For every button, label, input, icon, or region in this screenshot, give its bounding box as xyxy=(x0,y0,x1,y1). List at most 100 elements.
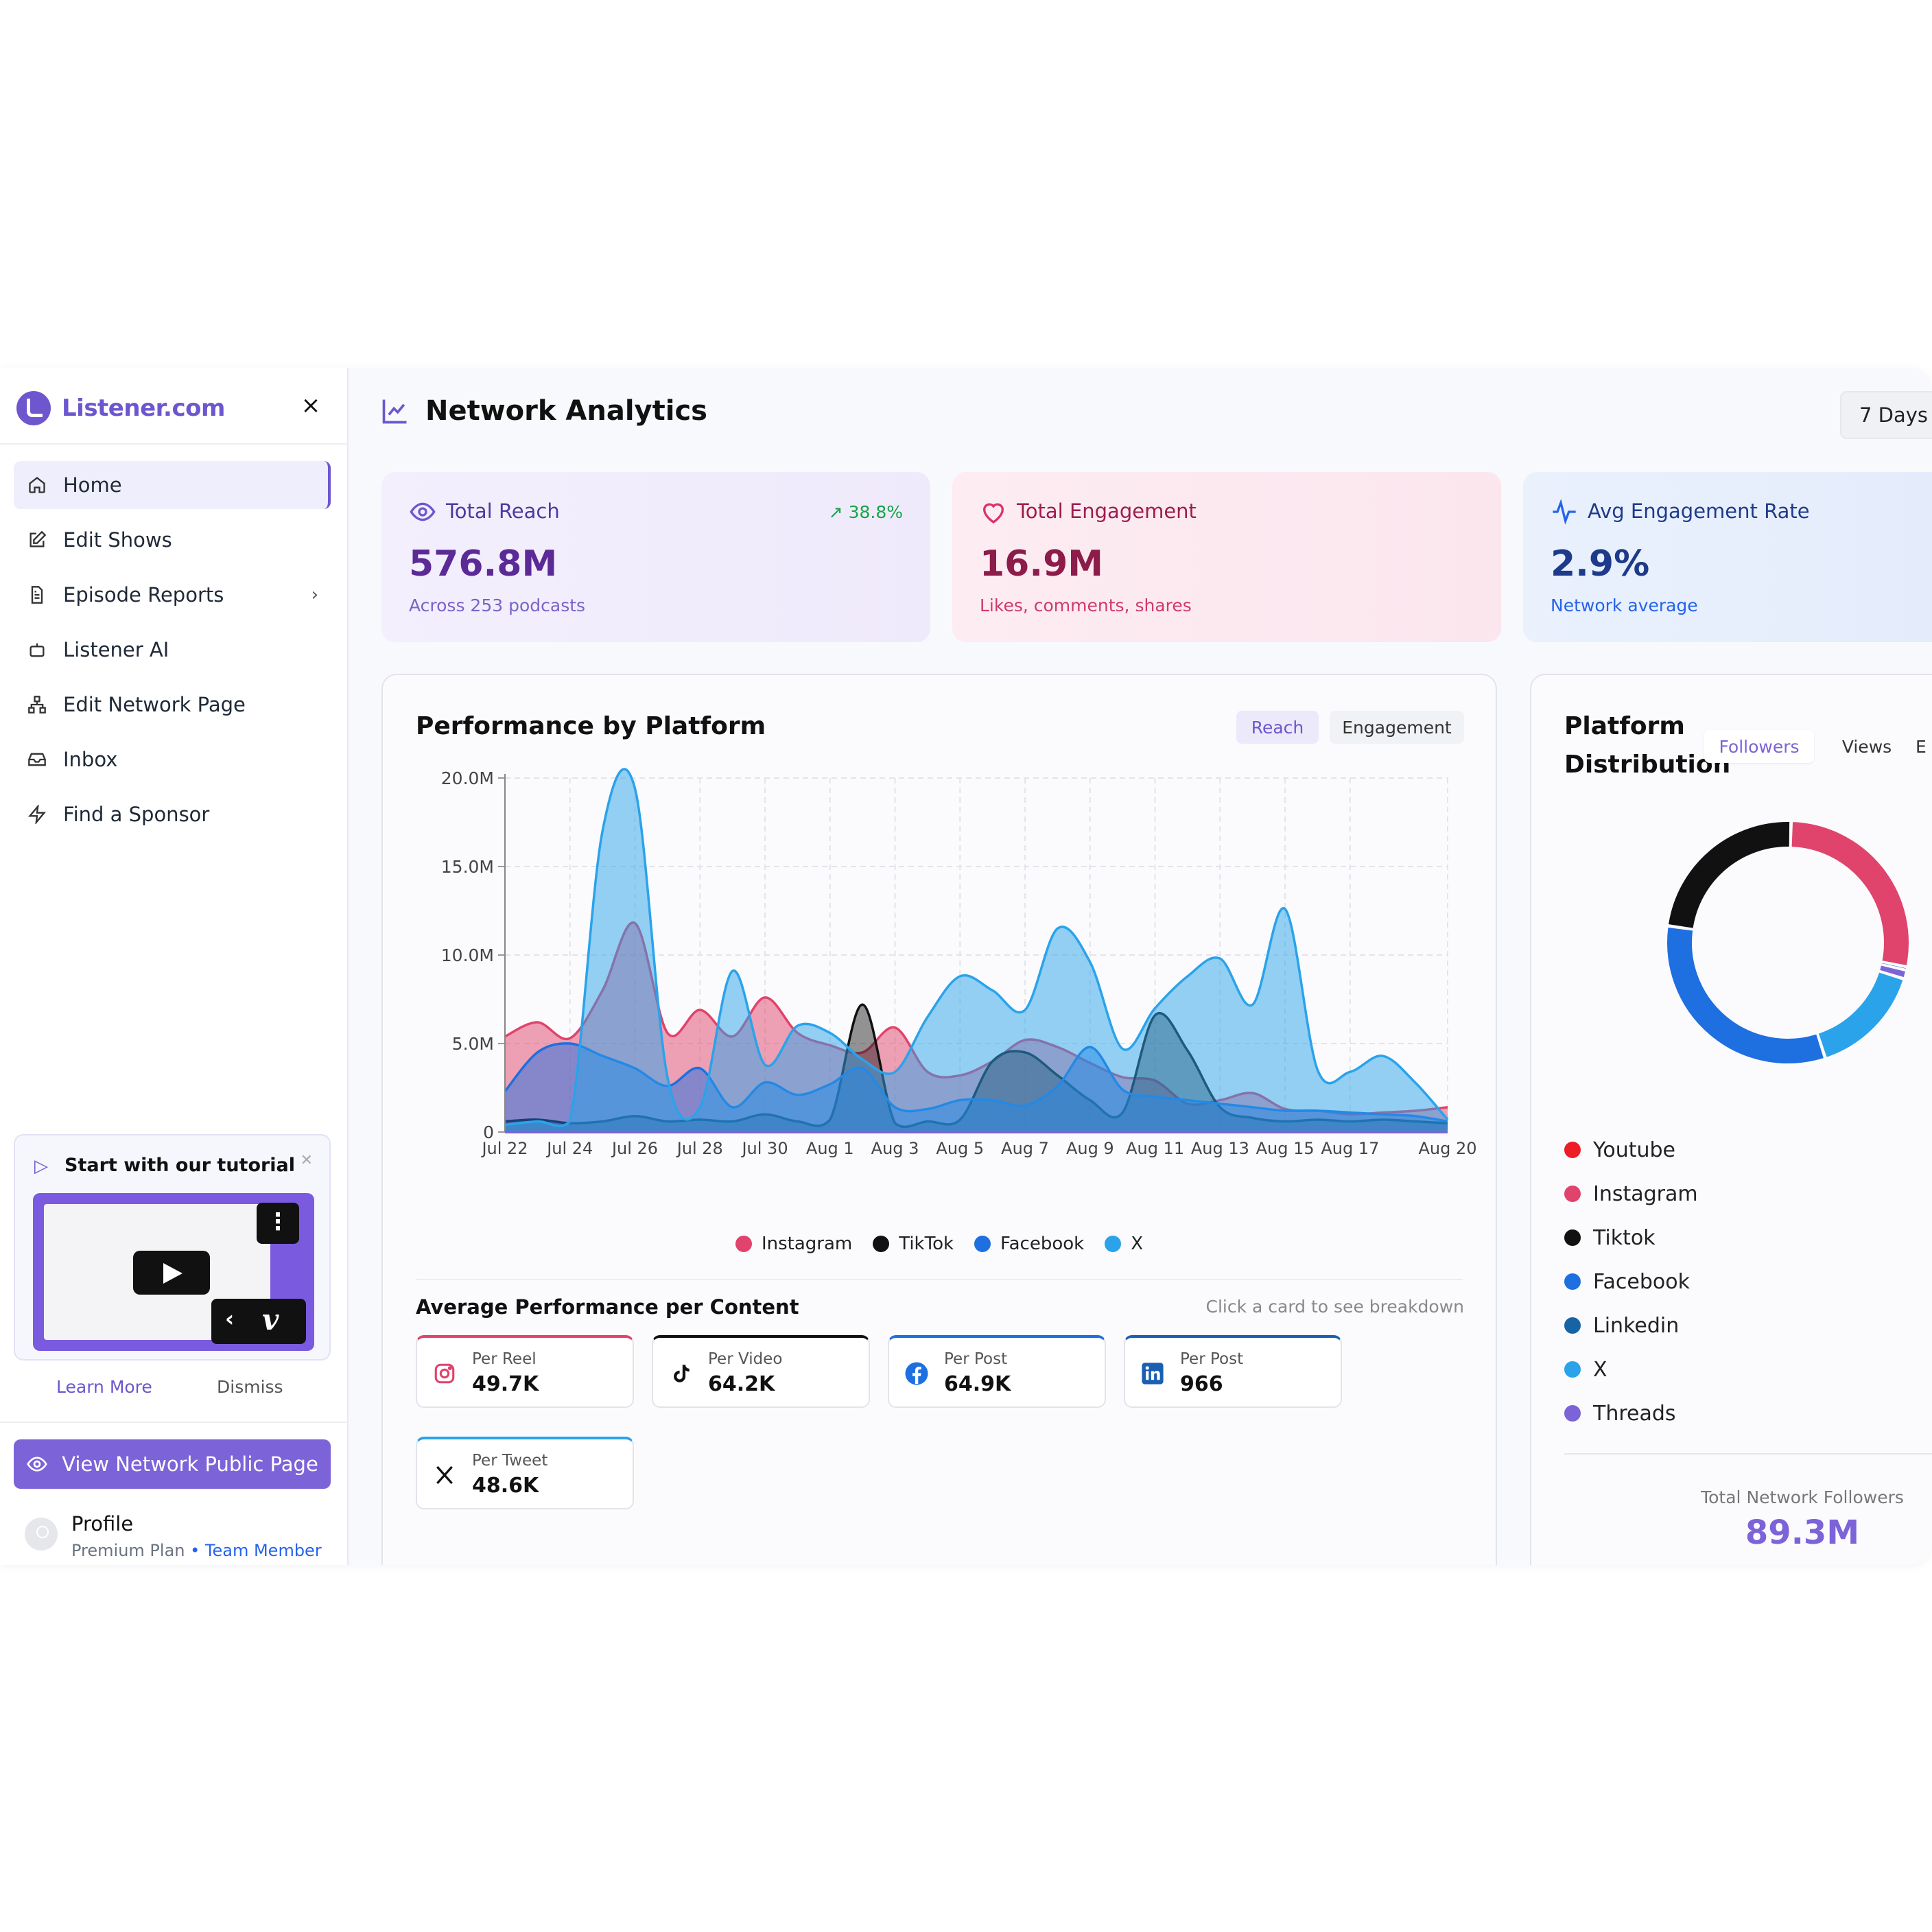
facebook-icon xyxy=(903,1360,930,1387)
sidebar-item-label: Episode Reports xyxy=(63,583,224,606)
tab-views[interactable]: Views xyxy=(1841,736,1892,757)
stat-sub: Network average xyxy=(1551,596,1698,615)
stat-card-avg-engagement-rate[interactable]: Avg Engagement Rate 2.9% Network average xyxy=(1523,472,1932,642)
donut-slice-instagram[interactable] xyxy=(1791,822,1909,965)
legend-dot xyxy=(1564,1142,1581,1158)
legend-item-facebook[interactable]: Facebook xyxy=(974,1234,1084,1254)
platform-distribution-card: Platform Distribution Followers Views E … xyxy=(1530,674,1932,1565)
date-range-select[interactable]: 7 Days xyxy=(1840,391,1932,439)
close-icon[interactable]: ✕ xyxy=(300,1152,313,1169)
avg-performance-hint: Click a card to see breakdown xyxy=(1205,1297,1464,1317)
content-card-per-post-linkedin[interactable]: Per Post 966 xyxy=(1124,1335,1342,1408)
trend-badge: ↗ 38.8% xyxy=(828,502,903,522)
x-tick-label: Aug 7 xyxy=(1001,1139,1049,1158)
legend-item-x[interactable]: X xyxy=(1105,1234,1143,1254)
home-icon xyxy=(26,474,48,496)
total-followers-label: Total Network Followers xyxy=(1701,1487,1904,1507)
tab-followers[interactable]: Followers xyxy=(1704,730,1814,763)
legend-item-linkedin[interactable]: Linkedin xyxy=(1564,1304,1698,1347)
view-network-public-page-button[interactable]: View Network Public Page xyxy=(14,1439,331,1489)
legend-label: Youtube xyxy=(1593,1138,1675,1162)
eye-icon xyxy=(409,498,436,528)
content-card-label: Per Reel xyxy=(472,1350,537,1368)
stat-card-total-reach[interactable]: Total Reach ↗ 38.8% 576.8M Across 253 po… xyxy=(381,472,930,642)
content-card-per-reel[interactable]: Per Reel 49.7K xyxy=(416,1335,634,1408)
sidebar-item-label: Edit Shows xyxy=(63,528,172,552)
legend-item-x[interactable]: X xyxy=(1564,1347,1698,1391)
dismiss-link[interactable]: Dismiss xyxy=(217,1377,283,1397)
sidebar-item-label: Listener AI xyxy=(63,638,169,661)
performance-card: Performance by Platform Reach Engagement… xyxy=(381,674,1497,1565)
brand[interactable]: Listener.com xyxy=(16,384,225,432)
sidebar-divider xyxy=(0,1422,349,1423)
legend-dot xyxy=(1105,1236,1122,1252)
sidebar-item-find-a-sponsor[interactable]: Find a Sponsor xyxy=(14,790,331,838)
x-tick-label: Aug 5 xyxy=(936,1139,984,1158)
stat-sub: Likes, comments, shares xyxy=(980,596,1192,615)
network-icon xyxy=(26,694,48,716)
distribution-title-line2: Distribution xyxy=(1564,751,1731,779)
more-options-icon[interactable]: ⋮ xyxy=(257,1203,299,1244)
sidebar-item-edit-shows[interactable]: Edit Shows xyxy=(14,516,331,564)
legend-label: Instagram xyxy=(1593,1181,1698,1206)
donut-slice-x[interactable] xyxy=(1818,972,1903,1057)
tab-engagement-truncated[interactable]: E xyxy=(1916,736,1927,757)
bot-icon xyxy=(26,639,48,661)
content-card-per-post-facebook[interactable]: Per Post 64.9K xyxy=(888,1335,1106,1408)
heart-icon xyxy=(980,498,1007,528)
legend-item-instagram[interactable]: Instagram xyxy=(735,1234,852,1254)
y-tick-label: 10.0M xyxy=(441,945,494,965)
trend-value: 38.8% xyxy=(848,502,903,522)
line-chart-icon xyxy=(382,399,407,424)
stat-value: 576.8M xyxy=(409,543,558,585)
legend-item-tiktok[interactable]: TikTok xyxy=(873,1234,954,1254)
stat-card-total-engagement[interactable]: Total Engagement 16.9M Likes, comments, … xyxy=(952,472,1501,642)
x-tick-label: Jul 30 xyxy=(740,1139,788,1158)
content-card-label: Per Post xyxy=(944,1350,1008,1368)
content-card-per-tweet[interactable]: Per Tweet 48.6K xyxy=(416,1437,634,1509)
sidebar-item-home[interactable]: Home xyxy=(14,461,331,509)
activity-icon xyxy=(1551,498,1578,528)
legend-item-youtube[interactable]: Youtube xyxy=(1564,1128,1698,1172)
edit-icon xyxy=(26,529,48,551)
video-play-button[interactable] xyxy=(133,1251,210,1295)
role-label: • Team Member xyxy=(190,1541,322,1560)
vimeo-icon[interactable]: v xyxy=(262,1303,279,1336)
close-sidebar-icon[interactable]: × xyxy=(301,392,321,419)
tutorial-video[interactable]: ⋮ ‹ v xyxy=(33,1193,314,1351)
eye-icon xyxy=(27,1457,48,1472)
learn-more-link[interactable]: Learn More xyxy=(56,1377,152,1397)
content-card-value: 64.2K xyxy=(708,1372,775,1396)
stat-label: Total Reach xyxy=(446,499,560,523)
x-tick-label: Aug 15 xyxy=(1256,1139,1315,1158)
donut-slice-facebook[interactable] xyxy=(1667,928,1824,1063)
donut-slice-threads[interactable] xyxy=(1880,965,1905,978)
sidebar-item-edit-network-page[interactable]: Edit Network Page xyxy=(14,681,331,729)
main-content: Network Analytics 7 Days Total Reach ↗ 3… xyxy=(350,368,1932,1565)
tab-engagement[interactable]: Engagement xyxy=(1330,711,1464,744)
legend-dot xyxy=(1564,1361,1581,1378)
content-card-per-video[interactable]: Per Video 64.2K xyxy=(652,1335,870,1408)
x-icon xyxy=(431,1461,458,1489)
area-x[interactable] xyxy=(505,769,1448,1132)
content-card-value: 48.6K xyxy=(472,1474,539,1498)
legend-item-instagram[interactable]: Instagram xyxy=(1564,1172,1698,1216)
donut-slice-tiktok[interactable] xyxy=(1669,822,1790,928)
legend-item-threads[interactable]: Threads xyxy=(1564,1391,1698,1435)
chevron-left-icon[interactable]: ‹ xyxy=(225,1306,235,1332)
inbox-icon xyxy=(26,749,48,770)
profile[interactable]: Profile Premium Plan • Team Member xyxy=(25,1512,327,1564)
performance-title: Performance by Platform xyxy=(416,712,766,740)
distribution-title-line1: Platform xyxy=(1564,712,1685,740)
sidebar-item-listener-ai[interactable]: Listener AI xyxy=(14,626,331,674)
legend-item-tiktok[interactable]: Tiktok xyxy=(1564,1216,1698,1260)
tab-reach[interactable]: Reach xyxy=(1236,711,1319,744)
legend-label: TikTok xyxy=(899,1234,954,1254)
legend-item-facebook[interactable]: Facebook xyxy=(1564,1260,1698,1304)
sidebar-item-inbox[interactable]: Inbox xyxy=(14,735,331,784)
legend-dot xyxy=(974,1236,991,1252)
sidebar-item-episode-reports[interactable]: Episode Reports › xyxy=(14,571,331,619)
section-divider xyxy=(416,1279,1463,1280)
sidebar-nav: Home Edit Shows Episode Reports › Liste xyxy=(14,461,331,845)
chevron-right-icon[interactable]: › xyxy=(311,585,318,605)
